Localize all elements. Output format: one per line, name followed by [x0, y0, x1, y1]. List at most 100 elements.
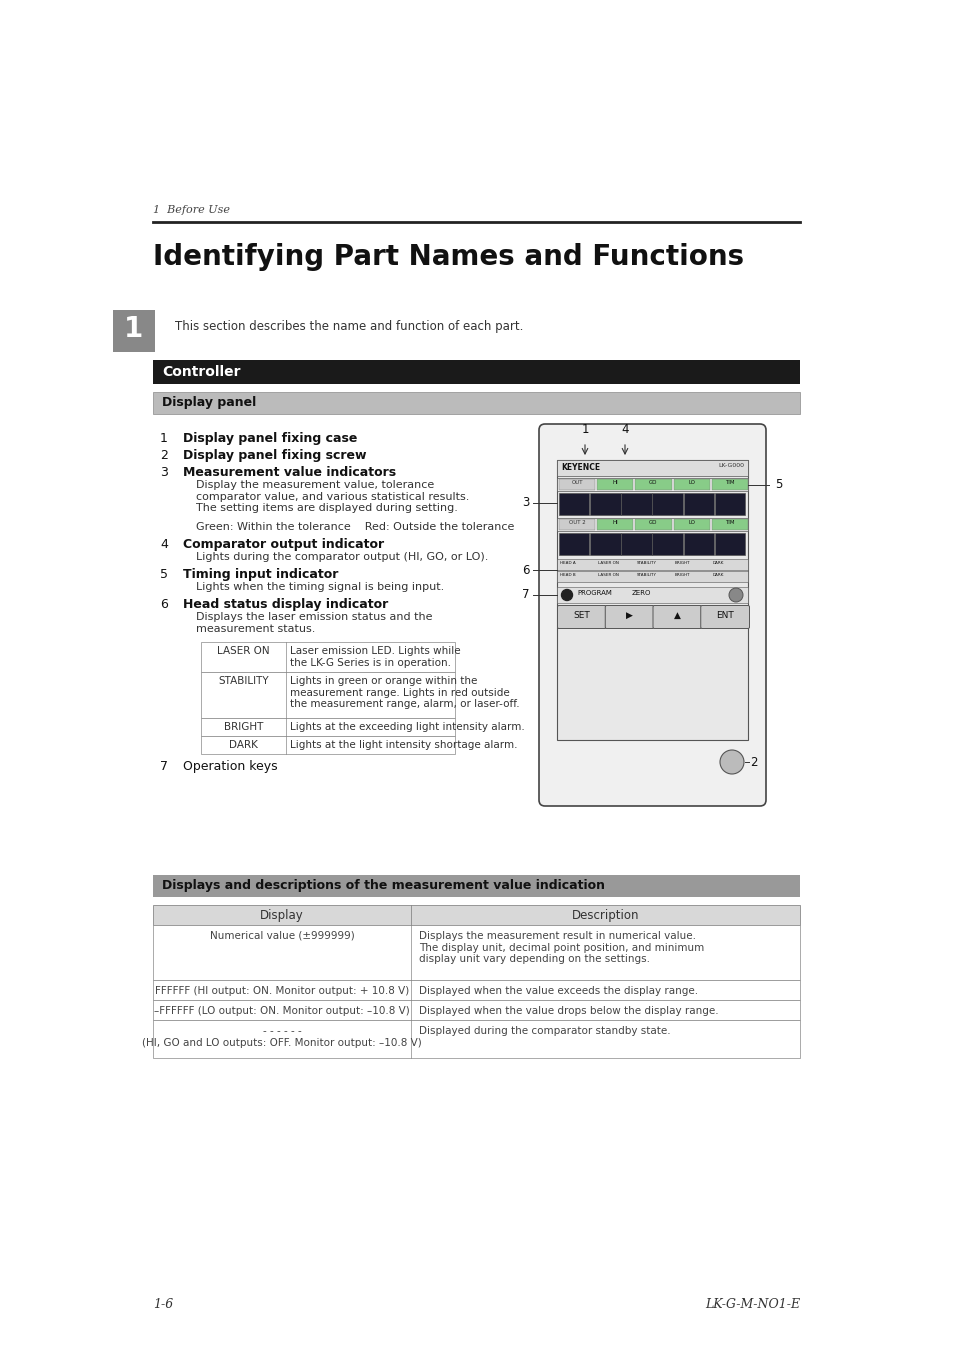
Text: 3: 3	[160, 466, 168, 480]
Bar	[620, 534, 651, 555]
Text: BRIGHT: BRIGHT	[674, 561, 690, 565]
Bar	[112, 309, 154, 353]
Text: LASER ON: LASER ON	[217, 646, 270, 657]
Bar	[557, 517, 747, 531]
Bar	[152, 392, 800, 413]
Circle shape	[561, 589, 572, 600]
Bar	[557, 559, 747, 570]
Text: Lights in green or orange within the
measurement range. Lights in red outside
th: Lights in green or orange within the mea…	[290, 676, 519, 709]
Bar	[152, 359, 800, 384]
Text: Controller: Controller	[162, 365, 240, 380]
Text: Lights at the light intensity shortage alarm.: Lights at the light intensity shortage a…	[290, 740, 517, 750]
Text: Displayed when the value exceeds the display range.: Displayed when the value exceeds the dis…	[418, 986, 698, 996]
Text: Green: Within the tolerance    Red: Outside the tolerance: Green: Within the tolerance Red: Outside…	[195, 521, 514, 532]
Text: Head status display indicator: Head status display indicator	[183, 598, 388, 611]
Bar	[635, 480, 671, 490]
Text: Identifying Part Names and Functions: Identifying Part Names and Functions	[152, 243, 743, 272]
Text: Display: Display	[260, 909, 304, 921]
Bar	[597, 480, 633, 490]
Bar	[558, 534, 589, 555]
Bar	[201, 671, 455, 717]
Text: Comparator output indicator: Comparator output indicator	[183, 538, 384, 551]
FancyBboxPatch shape	[557, 605, 605, 628]
Text: STABILITY: STABILITY	[636, 573, 656, 577]
Text: Laser emission LED. Lights while
the LK-G Series is in operation.: Laser emission LED. Lights while the LK-…	[290, 646, 460, 667]
Bar	[201, 642, 455, 671]
Text: PROGRAM: PROGRAM	[577, 590, 611, 596]
Text: BRIGHT: BRIGHT	[674, 573, 690, 577]
Text: Display panel fixing screw: Display panel fixing screw	[183, 449, 366, 462]
Bar	[557, 571, 747, 582]
Text: Display the measurement value, tolerance
comparator value, and various statistic: Display the measurement value, tolerance…	[195, 480, 469, 513]
Text: 6: 6	[522, 563, 530, 577]
Text: 2: 2	[749, 755, 757, 769]
Circle shape	[728, 588, 742, 603]
Text: LK-G-M-NO1-E: LK-G-M-NO1-E	[704, 1298, 800, 1310]
Text: Lights during the comparator output (HI, GO, or LO).: Lights during the comparator output (HI,…	[195, 553, 488, 562]
Text: Numerical value (±999999): Numerical value (±999999)	[210, 931, 354, 942]
Text: DARK: DARK	[229, 740, 257, 750]
Bar	[683, 493, 714, 515]
Bar	[711, 480, 747, 490]
Text: LO: LO	[687, 480, 695, 485]
Bar	[652, 534, 682, 555]
Bar	[152, 979, 800, 1000]
Text: 1: 1	[160, 432, 168, 444]
Bar	[558, 480, 595, 490]
Text: 1: 1	[580, 423, 588, 436]
Text: Display panel: Display panel	[162, 396, 256, 409]
Text: TIM: TIM	[724, 480, 734, 485]
Text: BRIGHT: BRIGHT	[224, 721, 263, 732]
Text: HEAD B: HEAD B	[559, 573, 576, 577]
Text: ▶: ▶	[625, 611, 633, 620]
Text: TIM: TIM	[724, 520, 734, 526]
Bar	[557, 459, 747, 476]
Text: Displays and descriptions of the measurement value indication: Displays and descriptions of the measure…	[162, 880, 604, 892]
Bar	[683, 534, 714, 555]
Bar	[711, 519, 747, 530]
Text: 1: 1	[124, 315, 144, 343]
Text: - - - - - -
(HI, GO and LO outputs: OFF. Monitor output: –10.8 V): - - - - - - (HI, GO and LO outputs: OFF.…	[142, 1025, 421, 1047]
Text: HI: HI	[612, 520, 618, 526]
Text: Lights at the exceeding light intensity alarm.: Lights at the exceeding light intensity …	[290, 721, 524, 732]
Bar	[673, 519, 709, 530]
Text: DARK: DARK	[712, 561, 723, 565]
Bar	[673, 480, 709, 490]
Text: Measurement value indicators: Measurement value indicators	[183, 466, 395, 480]
Bar	[597, 519, 633, 530]
Text: ZERO: ZERO	[631, 590, 651, 596]
Text: GO: GO	[649, 520, 657, 526]
Circle shape	[720, 750, 743, 774]
Bar	[201, 717, 455, 736]
Text: 1  Before Use: 1 Before Use	[152, 205, 230, 215]
Bar	[152, 1000, 800, 1020]
Text: OUT: OUT	[571, 480, 582, 485]
Text: ENT: ENT	[716, 611, 733, 620]
Bar	[201, 736, 455, 754]
Text: 6: 6	[160, 598, 168, 611]
Text: 2: 2	[160, 449, 168, 462]
Bar	[558, 493, 589, 515]
Bar	[635, 519, 671, 530]
Bar	[620, 493, 651, 515]
Text: Description: Description	[571, 909, 639, 921]
Text: Display panel fixing case: Display panel fixing case	[183, 432, 357, 444]
Text: HEAD A: HEAD A	[559, 561, 576, 565]
Bar	[152, 1020, 800, 1058]
Text: Lights when the timing signal is being input.: Lights when the timing signal is being i…	[195, 582, 444, 592]
Text: KEYENCE: KEYENCE	[560, 463, 599, 471]
Bar	[652, 493, 682, 515]
Text: LO: LO	[687, 520, 695, 526]
Text: STABILITY: STABILITY	[218, 676, 269, 686]
Bar	[558, 519, 595, 530]
FancyBboxPatch shape	[538, 424, 765, 807]
Text: –FFFFFF (LO output: ON. Monitor output: –10.8 V): –FFFFFF (LO output: ON. Monitor output: …	[154, 1006, 410, 1016]
Text: Displayed when the value drops below the display range.: Displayed when the value drops below the…	[418, 1006, 718, 1016]
Bar	[152, 925, 800, 979]
Text: Displays the measurement result in numerical value.
The display unit, decimal po: Displays the measurement result in numer…	[418, 931, 703, 965]
Text: 3: 3	[522, 497, 530, 509]
Text: 4: 4	[620, 423, 628, 436]
Text: HI: HI	[612, 480, 618, 485]
Text: GO: GO	[649, 480, 657, 485]
Bar	[152, 905, 800, 925]
